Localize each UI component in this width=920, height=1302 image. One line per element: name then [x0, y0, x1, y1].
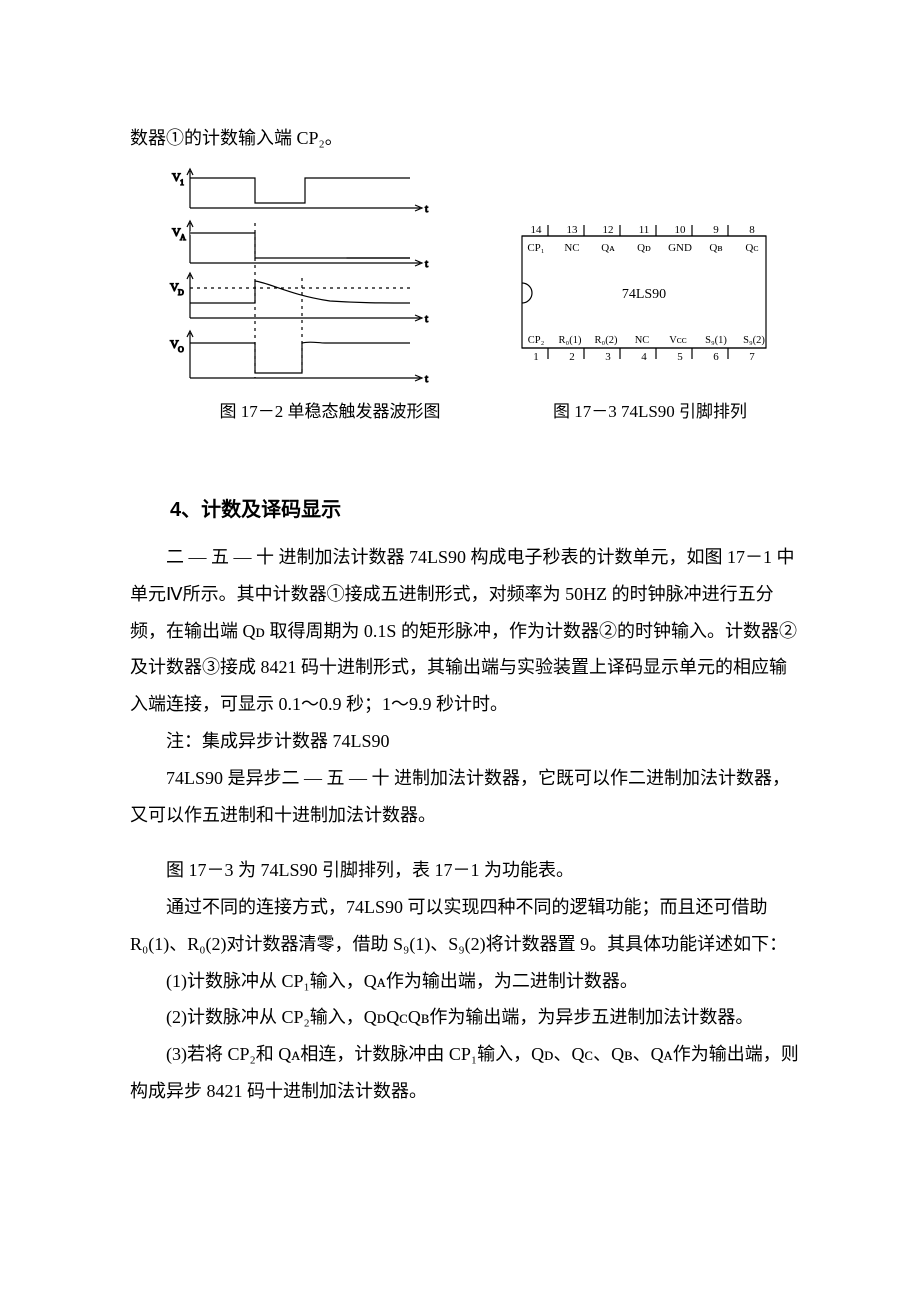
- first-line: 数器①的计数输入端 CP₂。: [130, 120, 800, 157]
- svg-text:Vᴄᴄ: Vᴄᴄ: [669, 335, 687, 346]
- svg-text:R₀(1): R₀(1): [559, 335, 582, 346]
- svg-text:Qᴅ: Qᴅ: [637, 242, 651, 254]
- svg-text:S₉(1): S₉(1): [705, 335, 727, 346]
- axis-t-3: t: [425, 313, 428, 325]
- chip-name: 74LS90: [622, 287, 666, 302]
- svg-text:Qᴀ: Qᴀ: [601, 242, 615, 254]
- axis-t-2: t: [425, 258, 428, 270]
- caption-left: 图 17－2 单稳态触发器波形图: [190, 395, 470, 430]
- para-6: (1)计数脉冲从 CP₁输入，Qᴀ作为输出端，为二进制计数器。: [130, 963, 800, 1000]
- svg-text:2: 2: [569, 351, 575, 363]
- svg-text:GND: GND: [668, 242, 692, 254]
- axis-t-4: t: [425, 373, 428, 385]
- svg-text:CP₂: CP₂: [528, 335, 545, 346]
- svg-text:1: 1: [533, 351, 539, 363]
- figure-captions: 图 17－2 单稳态触发器波形图 图 17－3 74LS90 引脚排列: [190, 395, 800, 430]
- svg-text:O: O: [178, 345, 184, 354]
- figure-row: V 1 t V A: [160, 163, 800, 393]
- pin-num-14: 14: [531, 224, 543, 236]
- svg-text:S₉(2): S₉(2): [743, 335, 765, 346]
- section-title: 4、计数及译码显示: [170, 490, 800, 531]
- svg-text:A: A: [180, 233, 186, 242]
- svg-text:12: 12: [603, 224, 614, 236]
- svg-text:NC: NC: [635, 335, 650, 346]
- svg-text:R₀(2): R₀(2): [595, 335, 618, 346]
- para-1: 二 — 五 — 十 进制加法计数器 74LS90 构成电子秒表的计数单元，如图 …: [130, 539, 800, 723]
- svg-text:9: 9: [713, 224, 719, 236]
- svg-text:3: 3: [605, 351, 611, 363]
- svg-text:11: 11: [639, 224, 650, 236]
- svg-text:10: 10: [675, 224, 687, 236]
- svg-text:D: D: [178, 288, 184, 297]
- svg-text:4: 4: [641, 351, 647, 363]
- para-2: 注：集成异步计数器 74LS90: [130, 723, 800, 760]
- svg-text:Qᴄ: Qᴄ: [745, 242, 758, 254]
- svg-text:8: 8: [749, 224, 755, 236]
- para-7: (2)计数脉冲从 CP₂输入，QᴅQᴄQʙ作为输出端，为异步五进制加法计数器。: [130, 999, 800, 1036]
- para-5: 通过不同的连接方式，74LS90 可以实现四种不同的逻辑功能；而且还可借助 R₀…: [130, 889, 800, 963]
- caption-right: 图 17－3 74LS90 引脚排列: [500, 395, 800, 430]
- para-8: (3)若将 CP₂和 Qᴀ相连，计数脉冲由 CP₁输入，Qᴅ、Qᴄ、Qʙ、Qᴀ作…: [130, 1036, 800, 1110]
- svg-text:5: 5: [677, 351, 683, 363]
- svg-text:6: 6: [713, 351, 719, 363]
- para-4: 图 17－3 为 74LS90 引脚排列，表 17－1 为功能表。: [130, 852, 800, 889]
- svg-text:1: 1: [180, 178, 184, 187]
- waveform-diagram: V 1 t V A: [160, 163, 440, 393]
- pinout-diagram: 14 13 12 11 10 9 8: [500, 163, 800, 393]
- para-3: 74LS90 是异步二 — 五 — 十 进制加法计数器，它既可以作二进制加法计数…: [130, 760, 800, 834]
- svg-text:CP₁: CP₁: [527, 242, 544, 254]
- svg-text:13: 13: [567, 224, 579, 236]
- svg-text:NC: NC: [564, 242, 579, 254]
- svg-text:7: 7: [749, 351, 755, 363]
- svg-text:Qʙ: Qʙ: [709, 242, 722, 254]
- axis-t-1: t: [425, 203, 428, 215]
